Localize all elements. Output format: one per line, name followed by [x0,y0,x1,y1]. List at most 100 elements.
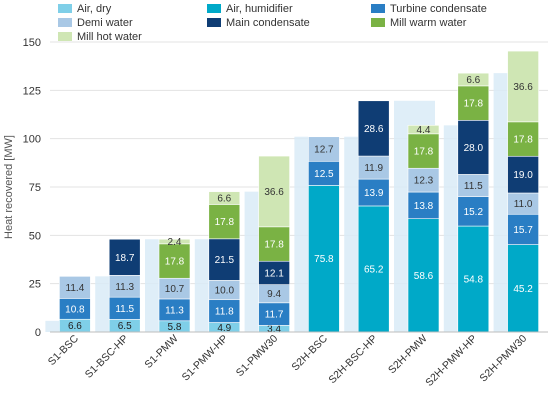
legend-swatch-mill-warm-water [371,18,385,27]
data-label-s1-pmw-mill-warm-water: 17.8 [165,257,185,268]
data-label-s2h-pmw-hp-turbine-condensate: 15.2 [464,207,484,218]
data-label-s2h-pmw30-turbine-condensate: 15.7 [513,225,533,236]
data-label-s1-pmw-turbine-condensate: 11.3 [165,305,184,316]
bar-s1-pmw30-mill-warm-water [258,226,290,262]
bar-s2h-pmw-hp-turbine-condensate [457,196,490,227]
data-label-s2h-pmw30-demi-water: 11.0 [514,199,533,210]
data-label-s1-pmw30-turbine-condensate: 11.7 [265,310,284,321]
bar-s2h-pmw-air-humidifier [407,218,440,333]
data-label-s1-pmw-hp-air-dry: 4.9 [217,323,231,334]
data-label-s2h-pmw30-mill-warm-water: 17.8 [513,135,533,146]
data-label-s2h-pmw30-mill-hot-water: 36.6 [513,82,533,93]
bar-s2h-pmw-hp-mill-warm-water [457,85,490,121]
bar-s2h-bsc-hp-air-humidifier [357,205,390,333]
data-label-s2h-pmw-demi-water: 12.3 [414,176,434,187]
bar-s1-pmw30-mill-hot-water [258,155,290,228]
data-label-s2h-pmw30-main-condensate: 19.0 [513,170,533,181]
data-label-s2h-pmw-hp-mill-warm-water: 17.8 [464,99,484,110]
data-label-s2h-bsc-hp-air-humidifier: 65.2 [364,264,384,275]
data-label-s1-pmw-hp-turbine-condensate: 11.8 [215,307,234,318]
bar-s1-bsc-demi-water [59,276,91,299]
bar-s1-bsc-hp-main-condensate [108,238,141,276]
data-label-s2h-pmw-mill-warm-water: 17.8 [414,147,434,158]
data-label-s1-bsc-hp-turbine-condensate: 11.5 [115,304,134,315]
x-tick-label-s2h-pmw: S2H-PMW [386,333,430,377]
y-tick-label-0: 0 [35,327,41,339]
data-label-s1-pmw-hp-main-condensate: 21.5 [215,255,235,266]
data-label-s1-bsc-turbine-condensate: 10.8 [65,304,85,315]
data-label-s1-pmw-hp-mill-warm-water: 17.8 [215,217,235,228]
data-label-s2h-bsc-turbine-condensate: 12.5 [314,169,334,180]
bar-s2h-bsc-demi-water [308,136,340,162]
bar-s1-pmw-hp-mill-hot-water [208,191,241,205]
data-label-s2h-bsc-air-humidifier: 75.8 [314,254,334,265]
y-tick-label-125: 125 [23,85,41,97]
data-label-s2h-pmw-hp-air-humidifier: 54.8 [464,275,484,286]
data-label-s1-pmw-demi-water: 10.7 [165,284,185,295]
bar-s2h-pmw-turbine-condensate [407,191,440,220]
bar-s2h-pmw30-mill-hot-water [507,50,539,123]
bar-s1-pmw-mill-warm-water [158,243,191,279]
data-label-s1-pmw-mill-hot-water: 2.4 [168,237,182,248]
data-label-s2h-pmw-hp-mill-hot-water: 6.6 [466,75,480,86]
legend-swatch-air-humidifier [207,4,221,13]
bar-s2h-bsc-turbine-condensate [308,160,340,186]
y-axis-title: Heat recovered [MW] [3,135,15,239]
bar-s2h-pmw30-turbine-condensate [507,213,539,245]
bar-s2h-pmw-hp-air-humidifier [457,225,490,333]
data-label-s1-bsc-air-dry: 6.6 [68,321,82,332]
bar-s2h-pmw30-main-condensate [507,155,539,194]
bar-s1-pmw-hp-mill-warm-water [208,204,241,240]
data-label-s1-pmw30-mill-hot-water: 36.6 [264,187,284,198]
y-axis: 0 25 50 75 100 125 150 [23,37,548,339]
data-label-s2h-pmw-mill-hot-water: 4.4 [417,125,431,136]
data-label-s1-bsc-hp-demi-water: 11.3 [115,282,134,293]
x-tick-label-s1-pmw-hp: S1-PMW-HP [180,333,231,384]
x-tick-label-s1-pmw: S1-PMW [142,333,180,371]
data-label-s1-pmw30-air-dry: 3.4 [267,324,281,335]
legend-swatch-air-dry [58,4,72,13]
y-tick-label-50: 50 [29,230,41,242]
data-label-s1-pmw30-main-condensate: 12.1 [264,268,284,279]
data-label-s2h-bsc-hp-turbine-condensate: 13.9 [364,188,384,199]
legend-swatch-mill-hot-water [58,32,72,41]
legend-label-mill-hot-water: Mill hot water [77,31,142,43]
x-tick-label-s1-bsc-hp: S1-BSC-HP [83,333,131,381]
legend-swatch-main-condensate [207,18,221,27]
data-label-s1-pmw-air-dry: 5.8 [168,322,182,333]
data-label-s2h-bsc-demi-water: 12.7 [314,145,334,156]
data-label-s2h-bsc-hp-main-condensate: 28.6 [364,124,384,135]
bars: 6.6 10.8 11.4 6.5 11.5 11.3 18.7 5.8 11.3 10.7 17.… [59,50,539,335]
legend-label-air-dry: Air, dry [77,3,112,15]
bar-s2h-bsc-hp-main-condensate [357,100,390,157]
y-tick-label-25: 25 [29,279,41,291]
data-label-s2h-bsc-hp-demi-water: 11.9 [364,163,383,174]
x-tick-label-s1-pmw30: S1-PMW30 [234,333,281,380]
data-label-s1-pmw-hp-demi-water: 10.0 [215,286,235,297]
bar-s2h-pmw-mill-warm-water [407,133,440,169]
legend: Air, dry Air, humidifier Turbine condensat… [58,3,487,43]
legend-swatch-turbine-condensate [371,4,385,13]
data-label-s1-pmw-hp-mill-hot-water: 6.6 [217,194,231,205]
y-tick-label-100: 100 [23,134,41,146]
data-label-s2h-pmw30-air-humidifier: 45.2 [513,284,533,295]
data-label-s1-pmw30-mill-warm-water: 17.8 [264,240,284,251]
x-tick-label-s2h-bsc-hp: S2H-BSC-HP [326,333,379,386]
bar-s2h-bsc-air-humidifier [308,185,340,333]
legend-label-demi-water: Demi water [77,17,133,29]
bar-s2h-pmw-hp-mill-hot-water [457,72,490,87]
x-tick-label-s2h-bsc: S2H-BSC [289,332,330,373]
legend-label-main-condensate: Main condensate [226,17,310,29]
data-label-s1-pmw30-demi-water: 9.4 [267,289,281,300]
x-tick-label-s2h-pmw-hp: S2H-PMW-HP [423,333,479,389]
data-label-s2h-pmw-hp-main-condensate: 28.0 [464,143,484,154]
bar-s2h-bsc-hp-turbine-condensate [357,178,390,207]
bar-s2h-pmw30-air-humidifier [507,244,539,333]
data-label-s2h-pmw-air-humidifier: 58.6 [414,271,434,282]
data-label-s1-bsc-demi-water: 11.4 [66,283,85,294]
data-label-s1-bsc-hp-air-dry: 6.5 [118,321,132,332]
x-tick-label-s1-bsc: S1-BSC [46,332,82,368]
y-tick-label-75: 75 [29,182,41,194]
